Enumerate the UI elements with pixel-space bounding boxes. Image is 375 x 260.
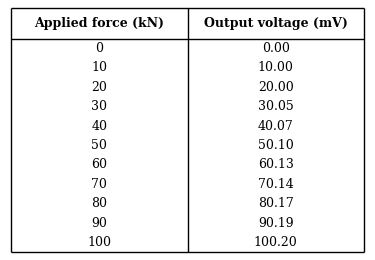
- Text: 100.20: 100.20: [254, 236, 297, 249]
- Text: 70.14: 70.14: [258, 178, 294, 191]
- Text: 10: 10: [92, 61, 107, 74]
- Text: 40.07: 40.07: [258, 120, 294, 133]
- Text: 60.13: 60.13: [258, 158, 294, 171]
- Text: 90: 90: [92, 217, 107, 230]
- Text: 20.00: 20.00: [258, 81, 294, 94]
- Text: 70: 70: [92, 178, 107, 191]
- Text: 40: 40: [92, 120, 107, 133]
- Text: 0: 0: [95, 42, 104, 55]
- Text: 80: 80: [92, 197, 107, 210]
- Text: 30.05: 30.05: [258, 100, 294, 113]
- Text: Applied force (kN): Applied force (kN): [34, 17, 164, 30]
- Text: 100: 100: [87, 236, 111, 249]
- Text: 10.00: 10.00: [258, 61, 294, 74]
- Text: 50: 50: [92, 139, 107, 152]
- Text: 30: 30: [92, 100, 107, 113]
- Text: 0.00: 0.00: [262, 42, 290, 55]
- Text: 90.19: 90.19: [258, 217, 293, 230]
- Text: Output voltage (mV): Output voltage (mV): [204, 17, 348, 30]
- Text: 80.17: 80.17: [258, 197, 294, 210]
- Text: 20: 20: [92, 81, 107, 94]
- Text: 50.10: 50.10: [258, 139, 294, 152]
- Text: 60: 60: [92, 158, 107, 171]
